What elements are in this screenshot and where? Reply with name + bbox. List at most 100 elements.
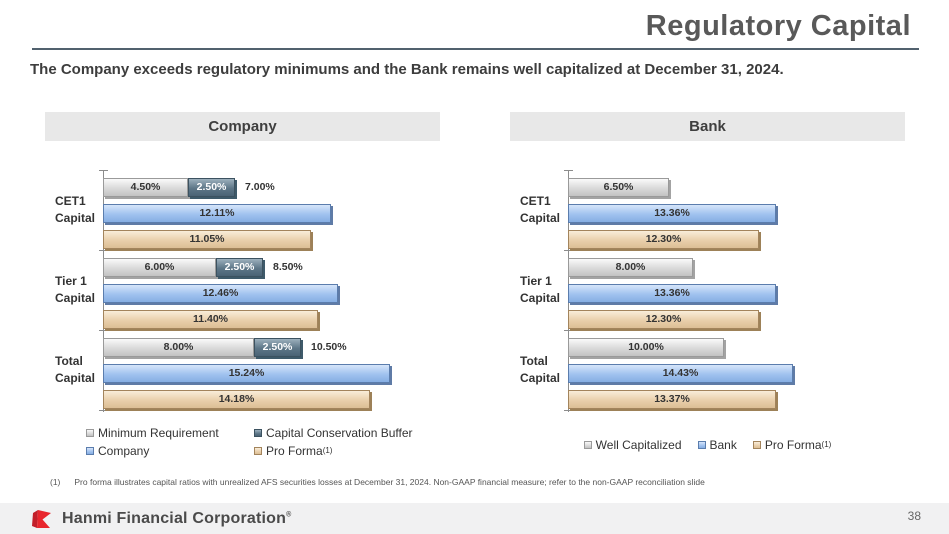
stack-total-label: 7.00% [245,181,275,193]
bank-chart-legend: Well Capitalized Bank Pro Forma (1) [510,438,905,452]
footnote-marker: (1) [50,477,61,487]
bar-value-label: 2.50% [262,341,293,353]
bar-minimum-requirement: 4.50% [103,178,188,197]
bar-value-label: 12.30% [645,233,682,245]
title-divider [32,48,919,50]
category-label: CET1 Capital [520,194,561,225]
category-label: Tier 1 Capital [55,274,96,305]
axis-tick [564,410,573,411]
axis-tick [99,410,108,411]
bar-bank: 13.36% [568,284,776,303]
legend-item-company: Company [86,444,254,458]
legend-label: Bank [709,438,737,452]
bar-pro-forma: 12.30% [568,230,759,249]
category-label: CET1 Capital [55,194,96,225]
bar-pro-forma: 11.40% [103,310,318,329]
axis-tick [564,170,573,171]
bar-value-label: 6.00% [144,261,175,273]
bar-value-label: 13.36% [654,287,690,299]
stack-total-label: 8.50% [273,261,303,273]
legend-marker-icon [752,441,761,449]
legend-label: Capital Conservation Buffer [266,426,413,440]
bar-capital-conservation-buffer: 2.50% [216,258,263,277]
company-section-header: Company [45,112,440,141]
bar-well-capitalized: 10.00% [568,338,724,357]
bank-chart: CET1 Capital 6.50% 13.36% 12.30% Tier 1 Capi… [510,170,905,412]
axis-tick [99,330,108,331]
legend-label: Pro Forma [266,444,323,458]
bar-value-label: 12.11% [199,207,235,219]
bar-value-label: 11.40% [192,313,229,325]
bar-company: 12.11% [103,204,331,223]
trademark-symbol: ® [286,511,292,519]
stack-total-label: 10.50% [311,341,347,353]
bar-value-label: 6.50% [603,181,634,193]
bar-value-label: 11.05% [189,233,225,245]
bar-value-label: 12.30% [645,313,682,325]
bar-value-label: 14.43% [662,367,699,379]
page-title: Regulatory Capital [645,10,911,42]
bar-value-label: 2.50% [196,181,227,193]
category-label: Tier 1 Capital [520,274,561,305]
bar-value-label: 8.00% [163,341,194,353]
legend-marker-icon [86,429,94,437]
bar-value-label: 10.00% [628,341,664,353]
footnote: (1) Pro forma illustrates capital ratios … [50,477,705,487]
bar-company: 15.24% [103,364,390,383]
legend-label: Pro Forma [764,438,822,452]
legend-footnote-ref: (1) [821,440,832,449]
bar-pro-forma: 11.05% [103,230,311,249]
company-section-label: Company [208,118,277,135]
category-label: Total Capital [55,354,96,385]
bar-minimum-requirement: 6.00% [103,258,216,277]
bar-value-label: 2.50% [224,261,255,273]
legend-marker-icon [583,441,592,449]
bar-value-label: 15.24% [228,367,265,379]
bar-value-label: 12.46% [202,287,239,299]
subtitle: The Company exceeds regulatory minimums … [30,61,784,78]
bar-pro-forma: 14.18% [103,390,370,409]
legend-marker-icon [254,447,262,455]
bar-value-label: 14.18% [218,393,255,405]
hanmi-logo-icon [32,509,51,528]
page-number: 38 [907,509,921,523]
bar-value-label: 13.37% [654,393,690,405]
bank-section-header: Bank [510,112,905,141]
footer-company-name: Hanmi Financial Corporation® [62,509,292,527]
axis-tick [564,250,573,251]
company-chart: CET1 Capital 4.50% 2.50% 7.00% 12.11% 11.05% T… [45,170,440,412]
legend-label: Minimum Requirement [98,426,219,440]
legend-item-well-capitalized: Well Capitalized [583,438,682,452]
bank-section-label: Bank [689,118,726,135]
bar-well-capitalized: 8.00% [568,258,693,277]
footnote-text: Pro forma illustrates capital ratios wit… [74,477,705,487]
legend-item-pro-forma: Pro Forma (1) [752,438,832,452]
category-label: Total Capital [520,354,561,385]
footer: Hanmi Financial Corporation® 38 [0,503,949,534]
bar-capital-conservation-buffer: 2.50% [254,338,301,357]
bar-value-label: 4.50% [130,181,161,193]
legend-label: Company [98,444,150,458]
legend-label: Well Capitalized [595,438,682,452]
axis-tick [99,250,108,251]
bar-bank: 14.43% [568,364,793,383]
bar-value-label: 13.36% [654,207,690,219]
axis-tick [564,330,573,331]
legend-item-capital-conservation-buffer: Capital Conservation Buffer [254,426,413,440]
legend-marker-icon [86,447,94,455]
legend-item-minimum-requirement: Minimum Requirement [86,426,254,440]
legend-item-pro-forma: Pro Forma (1) [254,444,413,458]
bar-capital-conservation-buffer: 2.50% [188,178,235,197]
axis-tick [99,170,108,171]
legend-marker-icon [697,441,706,449]
bar-well-capitalized: 6.50% [568,178,669,197]
legend-marker-icon [254,429,262,437]
bar-bank: 13.36% [568,204,776,223]
bar-pro-forma: 13.37% [568,390,776,409]
legend-footnote-ref: (1) [322,446,333,455]
bar-company: 12.46% [103,284,338,303]
legend-item-bank: Bank [697,438,737,452]
bar-minimum-requirement: 8.00% [103,338,254,357]
bar-pro-forma: 12.30% [568,310,759,329]
